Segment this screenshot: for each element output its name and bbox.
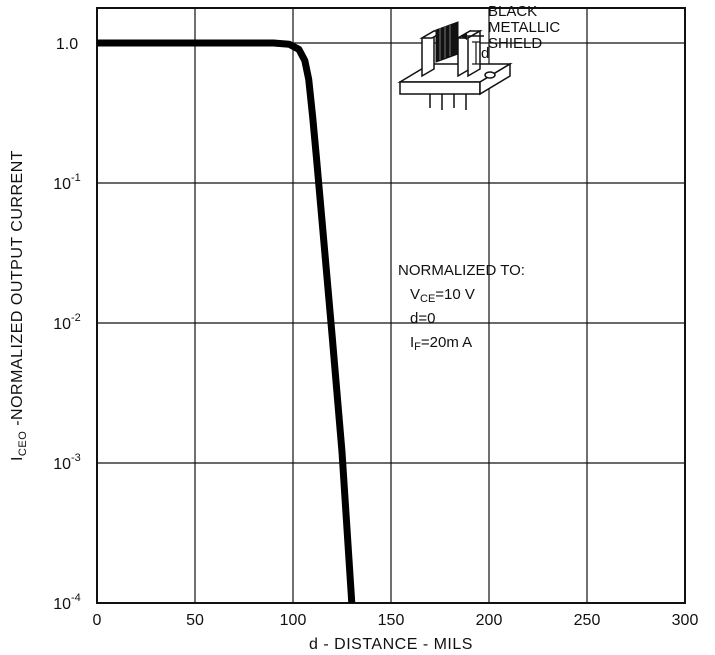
if-main: I	[410, 334, 414, 351]
x-tick-labels: 0 50 100 150 200 250 300	[93, 612, 699, 629]
y-axis-title-rest: -NORMALIZED OUTPUT CURRENT	[9, 150, 26, 431]
series-layer	[97, 39, 356, 604]
y-tick-labels: 1.0 10-1 10-2 10-3 10-4	[53, 36, 81, 613]
y-axis-title-main: I	[9, 456, 26, 461]
y-tick-label: 10-2	[53, 312, 81, 333]
vce-main: V	[410, 286, 420, 303]
normalization-note: NORMALIZED TO: VCE=10 V d=0 IF=20m A	[398, 262, 525, 353]
y-axis-title: ICEO -NORMALIZED OUTPUT CURRENT	[9, 150, 29, 461]
x-tick-label: 150	[378, 612, 405, 629]
grid	[97, 8, 685, 603]
x-tick-label: 200	[476, 612, 503, 629]
normalized-if: IF=20m A	[410, 334, 472, 353]
shield-label-line-2: METALLIC	[488, 19, 560, 36]
x-tick-label: 0	[93, 612, 102, 629]
series-line-0	[97, 39, 356, 604]
shield-arrowhead	[460, 32, 467, 40]
y-axis-title-subscript: CEO	[17, 431, 29, 456]
x-tick-label: 50	[186, 612, 204, 629]
y-tick-label: 1.0	[56, 36, 78, 53]
x-axis-title: d - DISTANCE - MILS	[309, 636, 473, 653]
normalized-to-title: NORMALIZED TO:	[398, 262, 525, 279]
normalized-vce: VCE=10 V	[410, 286, 475, 305]
y-tick-label: 10-3	[53, 452, 81, 473]
vce-sub: CE	[420, 293, 435, 305]
black-metallic-shield	[435, 21, 459, 63]
if-sub: F	[414, 341, 421, 353]
shield-label: BLACK METALLIC SHIELD	[488, 3, 560, 52]
plot-frame	[96, 7, 686, 604]
x-tick-label: 300	[672, 612, 699, 629]
vce-rest: =10 V	[435, 286, 475, 303]
x-tick-label: 250	[574, 612, 601, 629]
y-tick-label: 10-4	[53, 592, 81, 613]
device-base-side	[479, 62, 511, 96]
device-right-post-side	[467, 29, 481, 78]
shield-label-line-3: SHIELD	[488, 35, 542, 52]
d-dimension-label: d	[481, 45, 489, 62]
if-rest: =20m A	[421, 334, 472, 351]
device-base-front	[399, 81, 481, 95]
x-tick-label: 100	[280, 612, 307, 629]
shield-label-line-1: BLACK	[488, 3, 537, 20]
normalized-d: d=0	[410, 310, 435, 327]
photo-interrupter-illustration: d	[397, 21, 513, 110]
y-tick-label: 10-1	[53, 172, 81, 193]
mounting-hole	[484, 71, 496, 79]
